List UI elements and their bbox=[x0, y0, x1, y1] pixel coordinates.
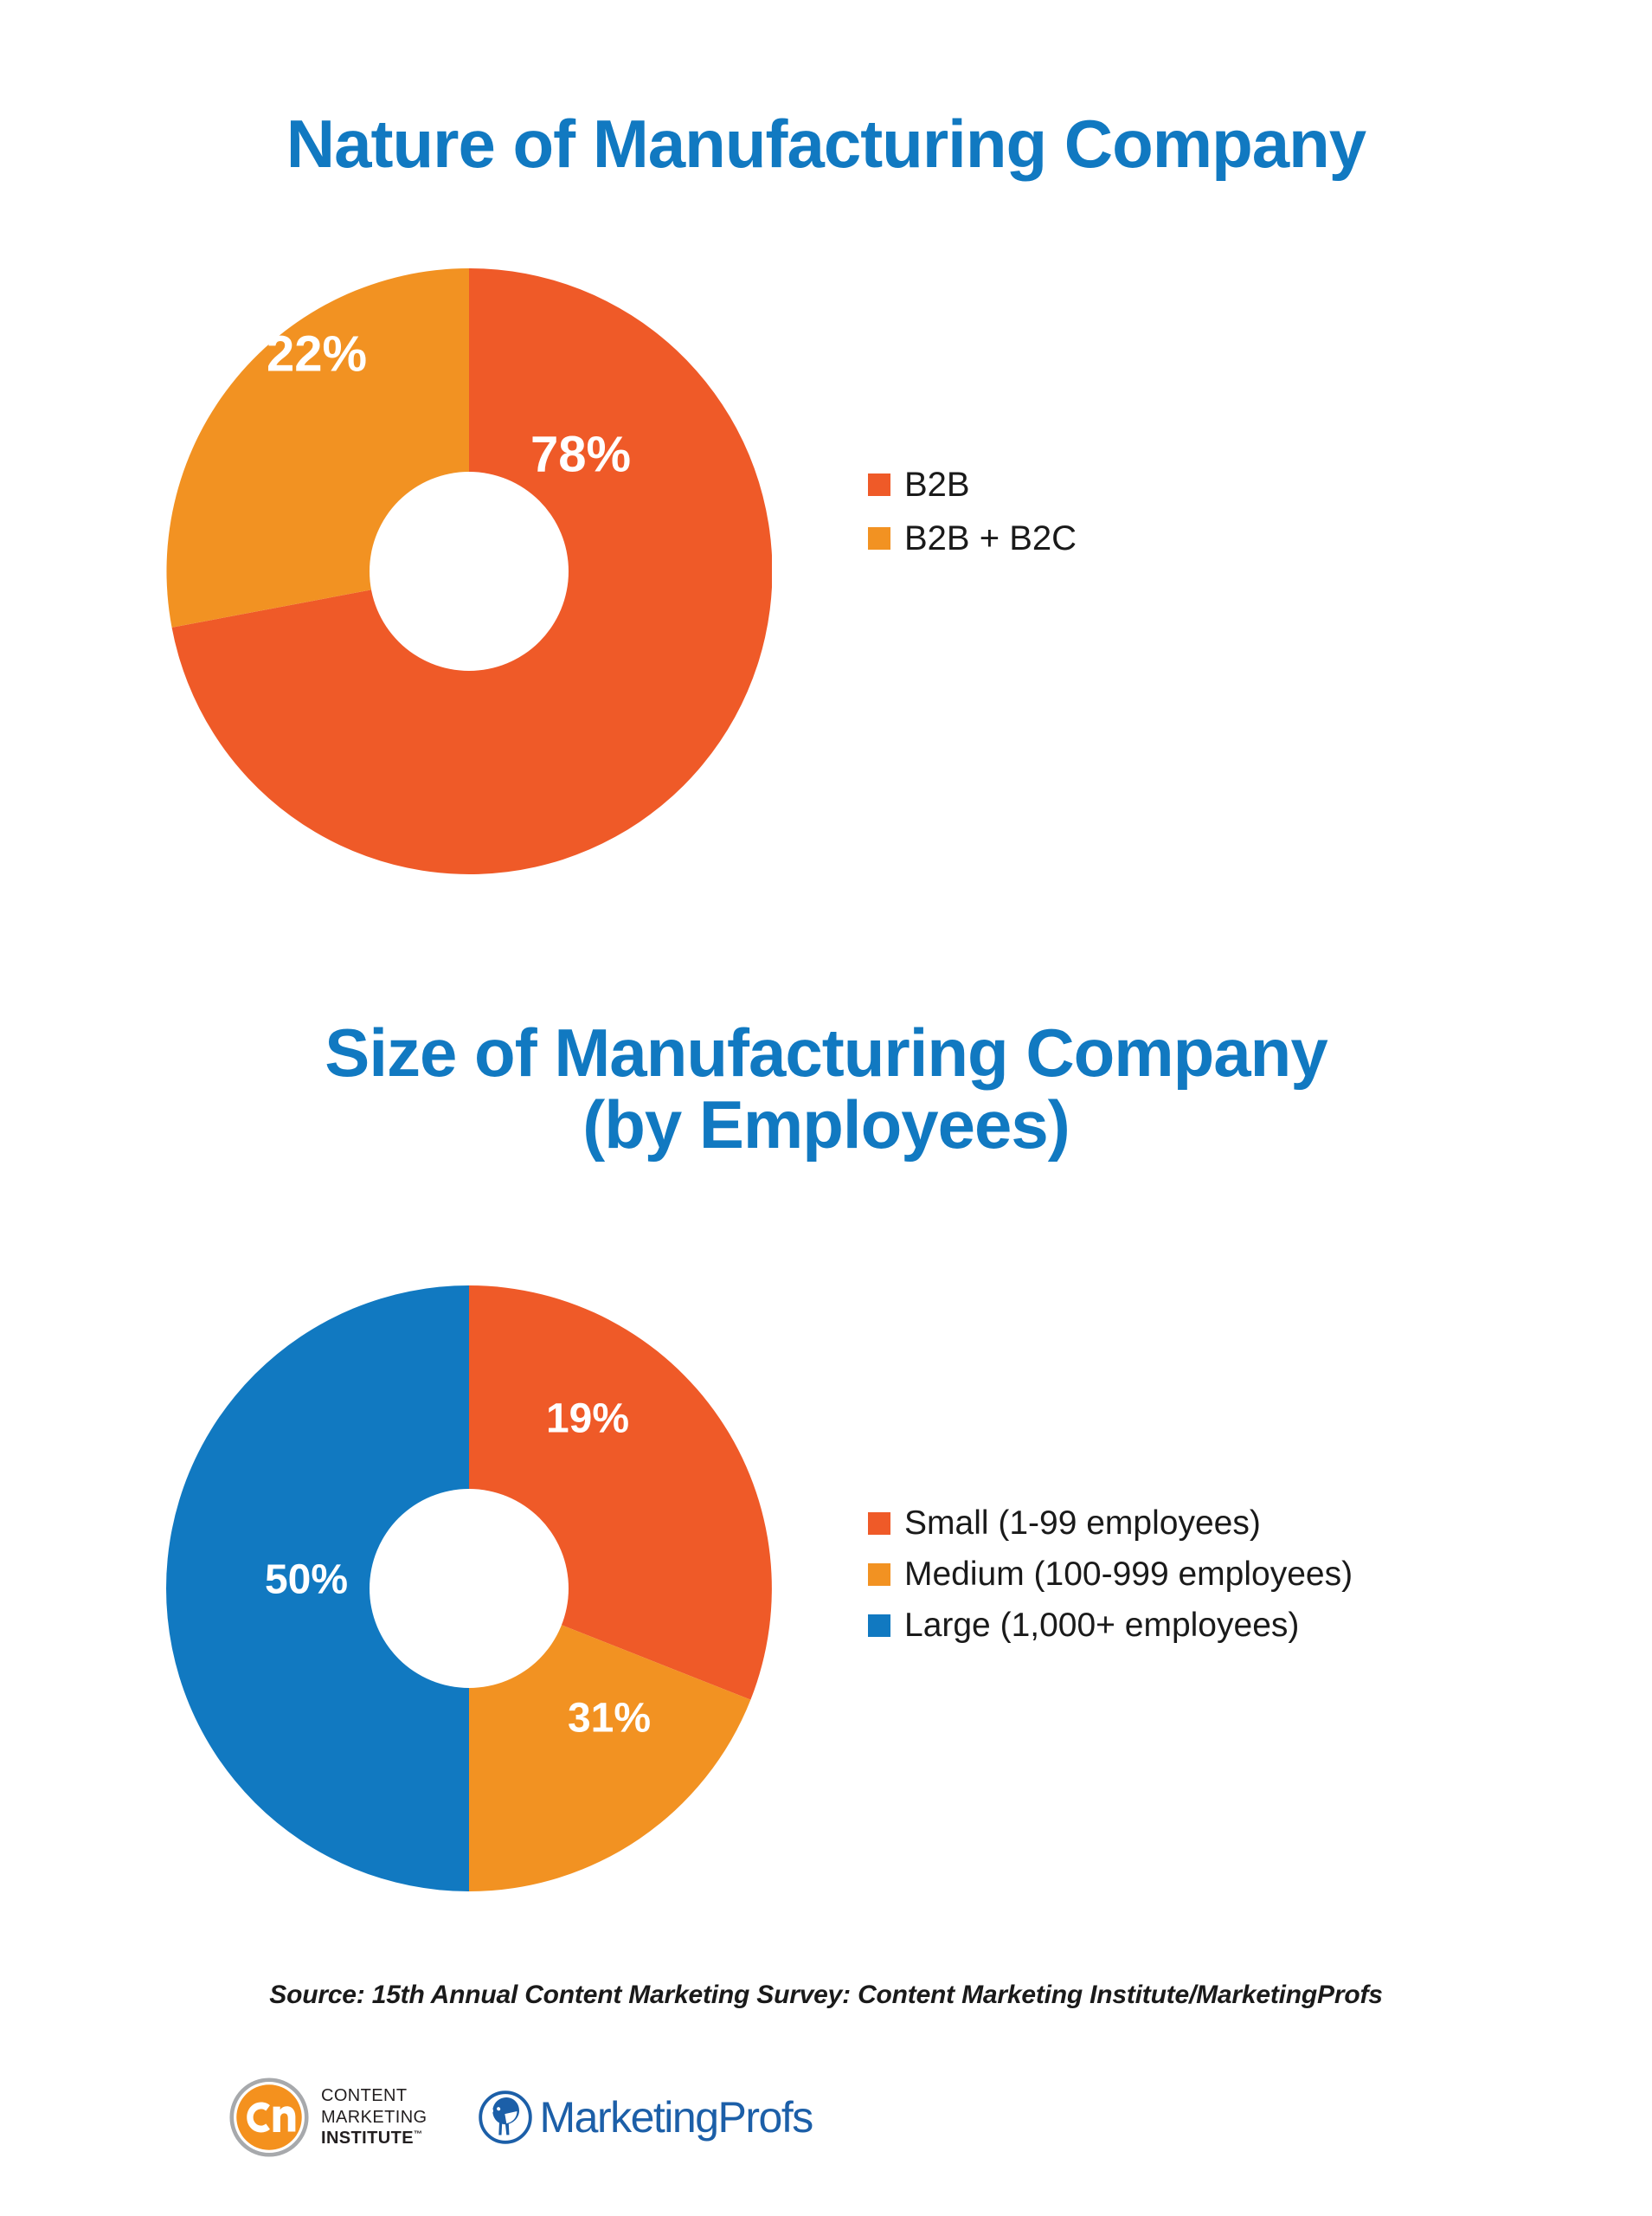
legend-label: Small (1-99 employees) bbox=[904, 1504, 1261, 1542]
slice-value-label: 31% bbox=[568, 1696, 651, 1742]
cmi-institute-text: INSTITUTE bbox=[321, 2129, 414, 2148]
legend-item[interactable]: B2B bbox=[868, 467, 1077, 502]
footer-logos: CONTENT MARKETING INSTITUTE™ MarketingPr… bbox=[229, 2078, 813, 2157]
donut-hole bbox=[370, 1489, 569, 1688]
content-marketing-institute-logo[interactable]: CONTENT MARKETING INSTITUTE™ bbox=[229, 2078, 427, 2157]
marketingprofs-bird-icon bbox=[478, 2090, 532, 2144]
legend-item[interactable]: Small (1-99 employees) bbox=[868, 1506, 1353, 1540]
slice-value-label: 50% bbox=[265, 1557, 348, 1603]
cmi-wordmark: CONTENT MARKETING INSTITUTE™ bbox=[321, 2085, 427, 2148]
slice-value-label: 78% bbox=[530, 426, 631, 482]
legend-swatch-icon bbox=[868, 1614, 890, 1637]
cmi-circle-icon bbox=[229, 2078, 309, 2157]
legend-size: Small (1-99 employees) Medium (100-999 e… bbox=[868, 1506, 1353, 1659]
slice-value-label: 22% bbox=[267, 325, 367, 382]
legend-label: B2B + B2C bbox=[904, 519, 1077, 557]
legend-label: Medium (100-999 employees) bbox=[904, 1556, 1353, 1593]
cmi-line: INSTITUTE™ bbox=[321, 2128, 427, 2148]
cmi-line: MARKETING bbox=[321, 2107, 427, 2127]
donut-slice-medium[interactable] bbox=[469, 1588, 751, 1891]
donut-chart-nature: 78% 22% bbox=[166, 268, 772, 874]
donut-hole bbox=[370, 472, 569, 671]
legend-item[interactable]: B2B + B2C bbox=[868, 521, 1077, 556]
page-title-size: Size of Manufacturing Company (by Employ… bbox=[0, 1017, 1652, 1160]
trademark-symbol: ™ bbox=[413, 2129, 423, 2140]
source-note: Source: 15th Annual Content Marketing Su… bbox=[269, 1981, 1383, 2009]
legend-label: Large (1,000+ employees) bbox=[904, 1607, 1300, 1644]
donut-svg-size: 19% 31% 50% bbox=[166, 1285, 772, 1891]
slice-value-label: 19% bbox=[546, 1396, 629, 1442]
marketingprofs-wordmark: MarketingProfs bbox=[539, 2093, 814, 2142]
donut-chart-size: 19% 31% 50% bbox=[166, 1285, 772, 1891]
cmi-line: CONTENT bbox=[321, 2086, 408, 2106]
legend-label: B2B bbox=[904, 466, 970, 504]
legend-swatch-icon bbox=[868, 1511, 890, 1535]
chart-size-of-company: 19% 31% 50% Small (1-99 employees) Mediu… bbox=[0, 1285, 1652, 1900]
chart-nature-of-company: 78% 22% B2B B2B + B2C bbox=[0, 268, 1652, 883]
marketingprofs-logo[interactable]: MarketingProfs bbox=[478, 2090, 813, 2145]
legend-swatch-icon bbox=[868, 1562, 890, 1586]
donut-svg-nature: 78% 22% bbox=[166, 268, 772, 874]
legend-item[interactable]: Medium (100-999 employees) bbox=[868, 1557, 1353, 1591]
legend-swatch-icon bbox=[868, 527, 890, 550]
title-line: (by Employees) bbox=[582, 1085, 1070, 1163]
donut-slice-large[interactable] bbox=[166, 1285, 469, 1891]
legend-nature: B2B B2B + B2C bbox=[868, 467, 1077, 575]
title-line: Nature of Manufacturing Company bbox=[286, 106, 1366, 182]
page-title-nature: Nature of Manufacturing Company bbox=[0, 108, 1652, 180]
legend-item[interactable]: Large (1,000+ employees) bbox=[868, 1608, 1353, 1642]
title-line: Size of Manufacturing Company bbox=[325, 1015, 1327, 1091]
legend-swatch-icon bbox=[868, 473, 890, 496]
